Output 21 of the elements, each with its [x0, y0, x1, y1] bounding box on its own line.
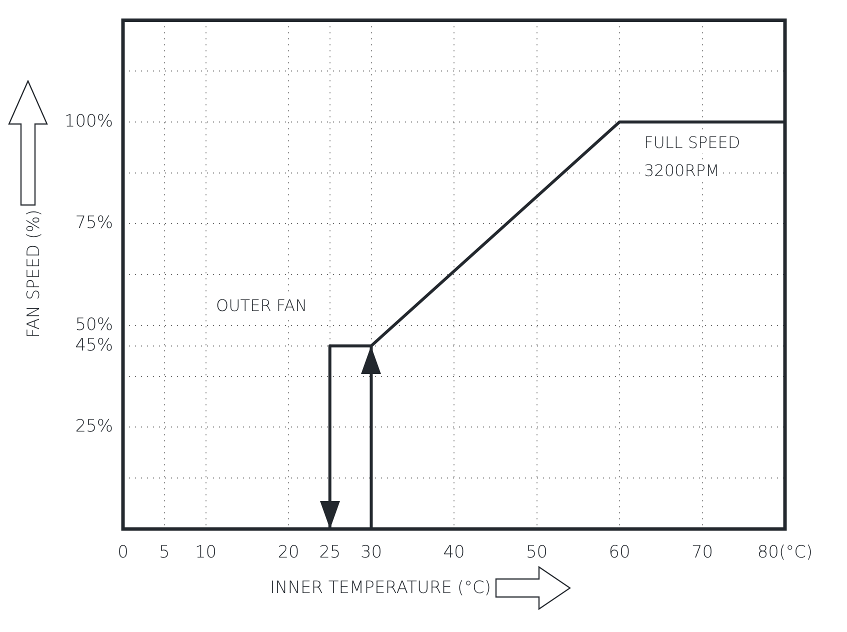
- x-tick-label: 20: [278, 542, 300, 563]
- x-tick-label: 50: [526, 542, 548, 563]
- x-tick-label: 70: [691, 542, 714, 563]
- y-tick-label: 75%: [75, 213, 113, 234]
- y-tick-label: 50%: [75, 314, 113, 335]
- x-tick-label: 5: [158, 542, 170, 563]
- annotation: OUTER FAN: [215, 296, 308, 316]
- y-tick-label: 45%: [75, 335, 113, 356]
- x-tick-label: 30: [360, 542, 382, 563]
- y-tick-label: 25%: [75, 416, 113, 437]
- annotation: FULL SPEED: [643, 133, 742, 153]
- x-tick-label: 40: [443, 542, 465, 563]
- annotation: 3200RPM: [643, 161, 720, 181]
- x-tick-label: 80(°C): [757, 542, 813, 563]
- x-tick-label: 60: [608, 542, 630, 563]
- x-tick-label: 25: [319, 542, 341, 563]
- x-tick-label: 10: [194, 542, 217, 563]
- x-tick-label: 0: [118, 542, 128, 563]
- y-axis-title: FAN SPEED (%): [24, 210, 44, 338]
- y-tick-label: 100%: [64, 111, 113, 132]
- x-axis-title: INNER TEMPERATURE (°C): [270, 578, 492, 598]
